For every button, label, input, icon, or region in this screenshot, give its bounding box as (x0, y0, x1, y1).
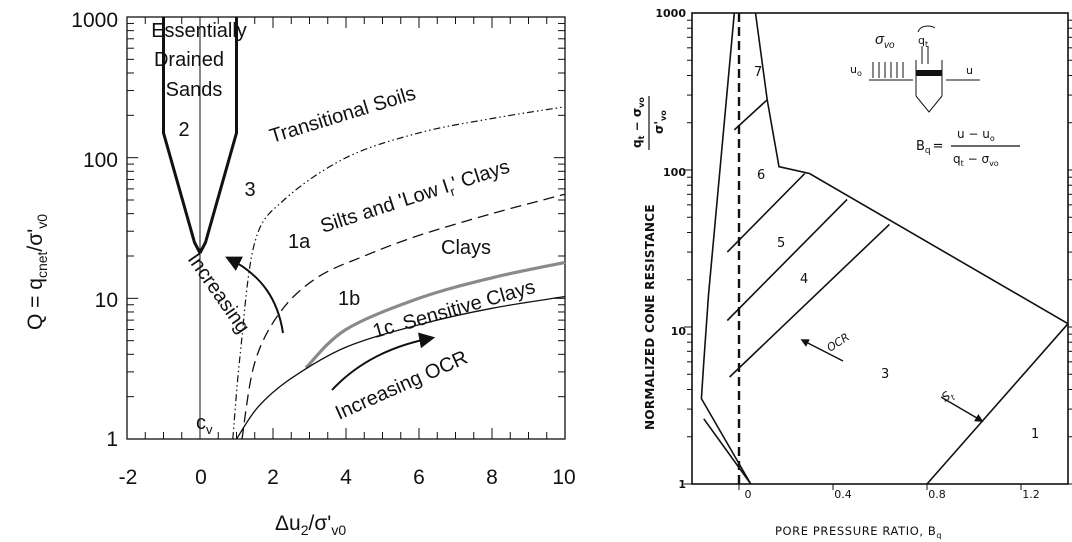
left-label-essentially: Essentially (151, 20, 247, 42)
left-label-zone-3: 3 (244, 179, 255, 201)
cone-sketch: σvo qt uo u (850, 25, 980, 113)
right-y-tick-1: 1 (678, 478, 686, 491)
left-clays-boundary (241, 193, 566, 440)
right-outer-left-boundary (700, 12, 752, 485)
right-zone-4: 4 (800, 272, 808, 287)
left-ticks (126, 17, 566, 440)
right-y-frac-numerator: qt − σvo (630, 97, 646, 148)
bq-lhs: Bq = (916, 139, 944, 156)
right-boundary-1 (926, 323, 1069, 485)
left-x-tick-10: 10 (552, 466, 575, 489)
left-label-drained: Drained (154, 49, 224, 71)
cone-u-label: u (966, 64, 973, 77)
right-boundary-7 (733, 99, 768, 131)
left-sensitive-boundary (304, 260, 566, 370)
left-transitional-boundary (232, 106, 566, 440)
left-zone2-right-boundary (198, 17, 238, 254)
left-lower-boundary (235, 295, 566, 440)
right-zone-3: 3 (881, 367, 889, 382)
right-y-frac-denominator: σ'vo (652, 110, 668, 134)
left-label-increasing-ocr: Increasing OCR (332, 347, 471, 425)
left-y-tick-10: 10 (95, 289, 118, 312)
right-zone-1: 1 (1031, 427, 1039, 442)
left-curves (162, 17, 566, 440)
left-label-increasing-cv: Increasing (183, 249, 254, 337)
right-boundary-6 (726, 172, 806, 253)
left-x-tick-0: 0 (195, 466, 207, 489)
bq-numerator: u − uo (957, 127, 995, 143)
left-y-axis-title: Q = qcnet/σ'v0 (24, 214, 50, 330)
left-label-zone-2: 2 (178, 119, 189, 141)
right-zone-6: 6 (757, 168, 765, 183)
right-boundary-5 (726, 198, 848, 322)
left-label-cv: cv (196, 412, 213, 437)
right-boundary-4 (729, 223, 890, 378)
right-arrow-st (940, 396, 984, 422)
right-y-tick-10: 10 (671, 325, 687, 338)
right-label-st: St (939, 386, 957, 406)
left-y-tick-1000: 1000 (71, 9, 118, 32)
left-x-tick-4: 4 (340, 466, 352, 489)
left-arrow-increasing-ocr (331, 332, 436, 391)
left-label-clays: Clays (441, 237, 491, 259)
right-label-ocr: OCR (825, 331, 852, 355)
right-curves (700, 12, 1069, 485)
right-x-tick-0: 0 (745, 488, 752, 501)
left-x-axis-title: Δu2/σ'v0 (275, 512, 346, 538)
left-label-silts: Silts and 'Low Ir' Clays (318, 156, 514, 241)
right-arrow-ocr (800, 339, 844, 362)
bq-formula: Bq = u − uo qt − σvo (916, 127, 1020, 168)
left-x-tick--2: -2 (119, 466, 138, 489)
left-x-tick-6: 6 (413, 466, 425, 489)
right-y-tick-1000: 1000 (655, 7, 686, 20)
left-y-tick-100: 100 (83, 149, 118, 172)
bq-denominator: qt − σvo (953, 152, 999, 168)
left-chart-svg: 1000 100 10 1 -2 0 2 4 6 8 10 Δu2/σ'v0 Q… (24, 9, 575, 538)
right-x-tick-0.4: 0.4 (834, 488, 852, 501)
cone-uo-label: uo (850, 63, 862, 78)
left-zone2-left-boundary (162, 17, 202, 254)
left-x-tick-2: 2 (267, 466, 279, 489)
left-x-tick-8: 8 (486, 466, 498, 489)
right-y-tick-100: 100 (663, 166, 686, 179)
cone-qt-label: qt (918, 34, 928, 49)
left-y-tick-1: 1 (106, 428, 118, 451)
left-label-zone-1c: 1c (370, 316, 396, 343)
left-label-zone-1b: 1b (338, 288, 360, 310)
right-zone-5: 5 (777, 236, 785, 251)
left-label-transitional: Transitional Soils (267, 82, 418, 147)
right-zone-7: 7 (754, 65, 762, 80)
right-y-axis-title: NORMALIZED CONE RESISTANCE (643, 204, 657, 430)
right-boundary-3-bottom (703, 418, 752, 485)
right-ticks (684, 19, 1072, 490)
right-plot-frame (691, 12, 1069, 485)
left-arrow-increasing-cv (225, 256, 284, 334)
right-x-tick-0.8: 0.8 (928, 488, 946, 501)
right-y-axis-fraction: qt − σvo σ'vo (630, 96, 668, 150)
right-outer-top-boundary (754, 12, 1069, 325)
right-x-axis-title: PORE PRESSURE RATIO, Bq (775, 524, 942, 540)
left-label-sands: Sands (166, 79, 223, 101)
cone-sigma-label: σvo (875, 31, 895, 51)
right-x-tick-1.2: 1.2 (1022, 488, 1040, 501)
left-label-zone-1a: 1a (288, 231, 311, 253)
